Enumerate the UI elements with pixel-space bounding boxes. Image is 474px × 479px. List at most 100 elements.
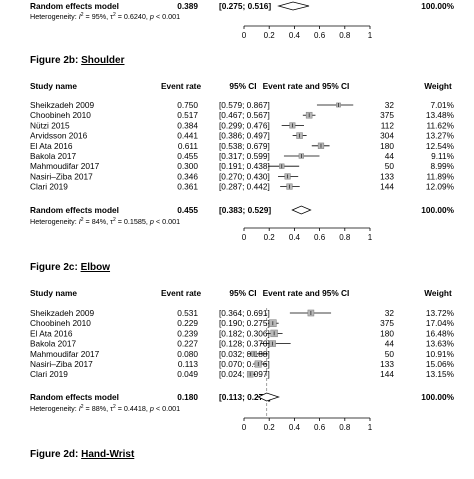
study-total: 133 bbox=[380, 359, 394, 369]
summary-diamond bbox=[257, 392, 280, 402]
figure-2d-label: Figure 2d: bbox=[30, 449, 79, 460]
study-weight: 16.48% bbox=[426, 328, 455, 338]
study-name: Mahmoudifar 2017 bbox=[30, 349, 100, 359]
study-ci: [0.364; 0.691] bbox=[219, 308, 270, 318]
study-name: Choobineh 2010 bbox=[30, 318, 91, 328]
study-total: 144 bbox=[380, 369, 394, 379]
study-ci: [0.191; 0.438] bbox=[219, 161, 270, 171]
x-tick-label: 0.4 bbox=[289, 423, 301, 432]
study-ci: [0.386; 0.497] bbox=[219, 131, 270, 141]
study-event-rate: 0.049 bbox=[177, 369, 198, 379]
study-total: 180 bbox=[380, 141, 394, 151]
study-name: Sheikzadeh 2009 bbox=[30, 100, 95, 110]
figure-2d-name: Hand-Wrist bbox=[81, 449, 135, 460]
study-name: Clari 2019 bbox=[30, 182, 68, 192]
x-tick-label: 1 bbox=[368, 233, 373, 242]
x-tick-label: 0.6 bbox=[314, 423, 326, 432]
study-weight: 10.91% bbox=[426, 349, 455, 359]
figure-2d-heading: Figure 2d: Hand-Wrist bbox=[30, 449, 134, 460]
summary-event-rate: 0.389 bbox=[177, 1, 198, 11]
study-total: 50 bbox=[385, 161, 395, 171]
x-tick-label: 0 bbox=[242, 423, 247, 432]
summary-label: Random effects model bbox=[30, 205, 119, 215]
study-ci: [0.070; 0.176] bbox=[219, 359, 270, 369]
heterogeneity-text: Heterogeneity: I2 = 84%, τ2 = 0.1585, p … bbox=[30, 217, 180, 226]
x-tick-label: 1 bbox=[368, 31, 373, 40]
forest-panel-2a-tail: Random effects model 0.389 [0.275; 0.516] 1… bbox=[30, 1, 455, 40]
study-weight: 13.48% bbox=[426, 110, 455, 120]
study-name: Mahmoudifar 2017 bbox=[30, 161, 100, 171]
x-tick-label: 0.2 bbox=[264, 423, 276, 432]
study-total: 44 bbox=[385, 151, 395, 161]
study-event-rate: 0.517 bbox=[177, 110, 198, 120]
summary-diamond bbox=[291, 205, 312, 215]
study-name: Nasiri–Ziba 2017 bbox=[30, 359, 93, 369]
forest-panel-2c: Figure 2c: Elbow Study name Event rate 95% … bbox=[30, 262, 455, 432]
study-event-rate: 0.229 bbox=[177, 318, 198, 328]
figure-heading: Figure 2b: Shoulder bbox=[30, 55, 125, 66]
study-total: 133 bbox=[380, 171, 394, 181]
study-weight: 12.09% bbox=[426, 182, 455, 192]
column-header-ci: 95% CI bbox=[229, 81, 256, 91]
study-weight: 13.63% bbox=[426, 339, 455, 349]
study-event-rate: 0.531 bbox=[177, 308, 198, 318]
study-event-rate: 0.300 bbox=[177, 161, 198, 171]
column-header-plot: Event rate and 95% CI bbox=[263, 81, 350, 91]
study-name: Bakola 2017 bbox=[30, 339, 77, 349]
x-tick-label: 0.8 bbox=[339, 423, 351, 432]
study-event-rate: 0.080 bbox=[177, 349, 198, 359]
x-tick-label: 0.6 bbox=[314, 31, 326, 40]
summary-diamond bbox=[277, 1, 310, 11]
study-name: Arvidsson 2016 bbox=[30, 131, 88, 141]
forest-panel-2b: Figure 2b: Shoulder Study name Event rate 9… bbox=[30, 55, 455, 242]
x-tick-label: 0.6 bbox=[314, 233, 326, 242]
study-weight: 11.62% bbox=[426, 120, 454, 130]
study-ci: [0.538; 0.679] bbox=[219, 141, 270, 151]
study-event-rate: 0.227 bbox=[177, 339, 198, 349]
study-event-rate: 0.750 bbox=[177, 100, 198, 110]
heterogeneity-text: Heterogeneity: I2 = 88%, τ2 = 0.4418, p … bbox=[30, 404, 180, 413]
summary-event-rate: 0.180 bbox=[177, 392, 198, 402]
study-name: Bakola 2017 bbox=[30, 151, 77, 161]
x-tick-label: 0 bbox=[242, 233, 247, 242]
figure-heading: Figure 2c: Elbow bbox=[30, 262, 110, 273]
summary-label: Random effects model bbox=[30, 1, 119, 11]
study-event-rate: 0.346 bbox=[177, 171, 198, 181]
summary-weight: 100.00% bbox=[421, 205, 454, 215]
study-total: 112 bbox=[381, 120, 395, 130]
study-total: 50 bbox=[385, 349, 395, 359]
study-total: 32 bbox=[385, 100, 395, 110]
study-name: Nasiri–Ziba 2017 bbox=[30, 171, 93, 181]
study-total: 32 bbox=[385, 308, 395, 318]
study-total: 375 bbox=[380, 318, 394, 328]
study-weight: 13.27% bbox=[426, 131, 455, 141]
study-name: El Ata 2016 bbox=[30, 328, 73, 338]
heterogeneity-text: Heterogeneity: I2 = 95%, τ2 = 0.6240, p … bbox=[30, 12, 180, 21]
study-event-rate: 0.239 bbox=[177, 328, 198, 338]
column-header-weight: Weight bbox=[424, 288, 452, 298]
study-event-rate: 0.384 bbox=[177, 120, 198, 130]
summary-weight: 100.00% bbox=[421, 1, 454, 11]
summary-event-rate: 0.455 bbox=[177, 205, 198, 215]
study-weight: 12.54% bbox=[426, 141, 455, 151]
column-header-study: Study name bbox=[30, 81, 77, 91]
column-header-weight: Weight bbox=[424, 81, 452, 91]
study-weight: 15.06% bbox=[426, 359, 455, 369]
summary-ci: [0.275; 0.516] bbox=[219, 1, 271, 11]
study-name: Choobineh 2010 bbox=[30, 110, 91, 120]
study-event-rate: 0.361 bbox=[177, 182, 198, 192]
study-ci: [0.287; 0.442] bbox=[219, 182, 270, 192]
x-tick-label: 0.4 bbox=[289, 31, 301, 40]
x-tick-label: 0.4 bbox=[289, 233, 301, 242]
column-header-study: Study name bbox=[30, 288, 77, 298]
study-ci: [0.182; 0.306] bbox=[219, 328, 270, 338]
study-weight: 9.11% bbox=[431, 151, 455, 161]
x-tick-label: 1 bbox=[368, 423, 373, 432]
column-header-event-rate: Event rate bbox=[161, 81, 202, 91]
study-event-rate: 0.611 bbox=[178, 141, 199, 151]
summary-weight: 100.00% bbox=[421, 392, 454, 402]
study-ci: [0.270; 0.430] bbox=[219, 171, 270, 181]
study-name: Nützi 2015 bbox=[30, 120, 70, 130]
